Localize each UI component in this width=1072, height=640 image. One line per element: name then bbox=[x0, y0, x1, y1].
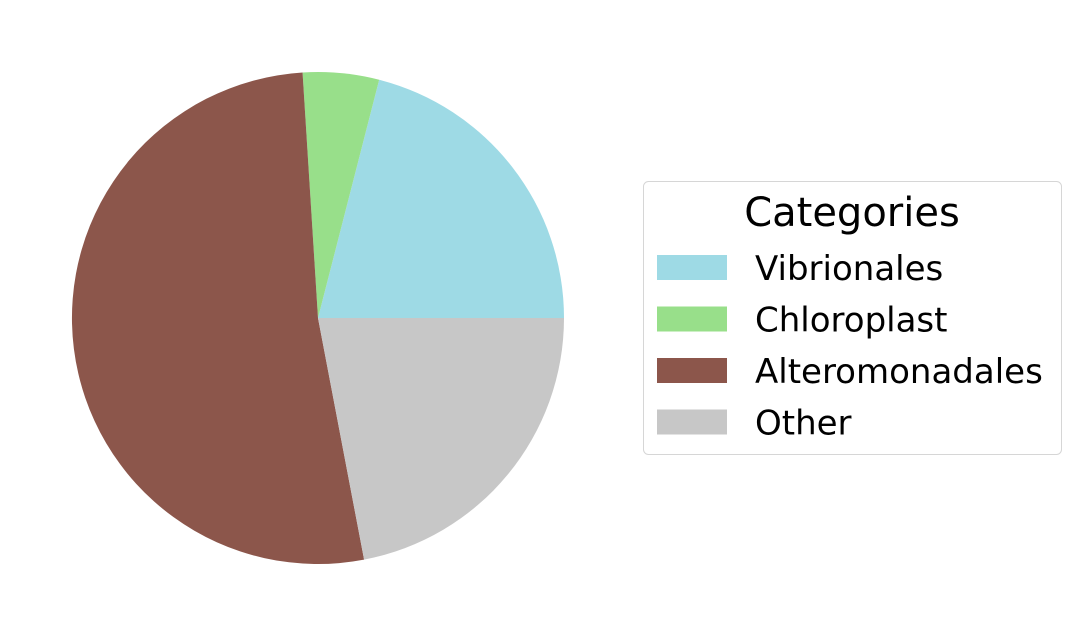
pie-slices bbox=[71, 72, 564, 565]
legend: Categories Vibrionales Chloroplast Alterom… bbox=[643, 181, 1062, 455]
legend-label-vibrionales: Vibrionales bbox=[755, 249, 943, 289]
legend-item-alteromonadales: Alteromonadales bbox=[657, 352, 1043, 392]
legend-item-vibrionales: Vibrionales bbox=[657, 249, 943, 289]
pie-slice-alteromonadales bbox=[71, 72, 365, 565]
pie-slice-other bbox=[318, 318, 564, 560]
legend-items: Vibrionales Chloroplast Alteromonadales Oth… bbox=[657, 249, 1043, 444]
legend-label-alteromonadales: Alteromonadales bbox=[755, 352, 1043, 392]
legend-item-chloroplast: Chloroplast bbox=[657, 301, 947, 341]
pie-slice-vibrionales bbox=[318, 79, 564, 318]
legend-item-other: Other bbox=[657, 404, 852, 444]
legend-swatch-other bbox=[657, 409, 727, 435]
legend-label-other: Other bbox=[755, 404, 852, 444]
legend-frame bbox=[643, 181, 1062, 455]
legend-swatch-alteromonadales bbox=[657, 358, 727, 383]
legend-label-chloroplast: Chloroplast bbox=[755, 301, 947, 341]
legend-swatch-vibrionales bbox=[657, 255, 727, 280]
legend-swatch-chloroplast bbox=[657, 306, 727, 332]
pie-slice-chloroplast bbox=[302, 72, 380, 319]
legend-title: Categories bbox=[744, 190, 960, 236]
